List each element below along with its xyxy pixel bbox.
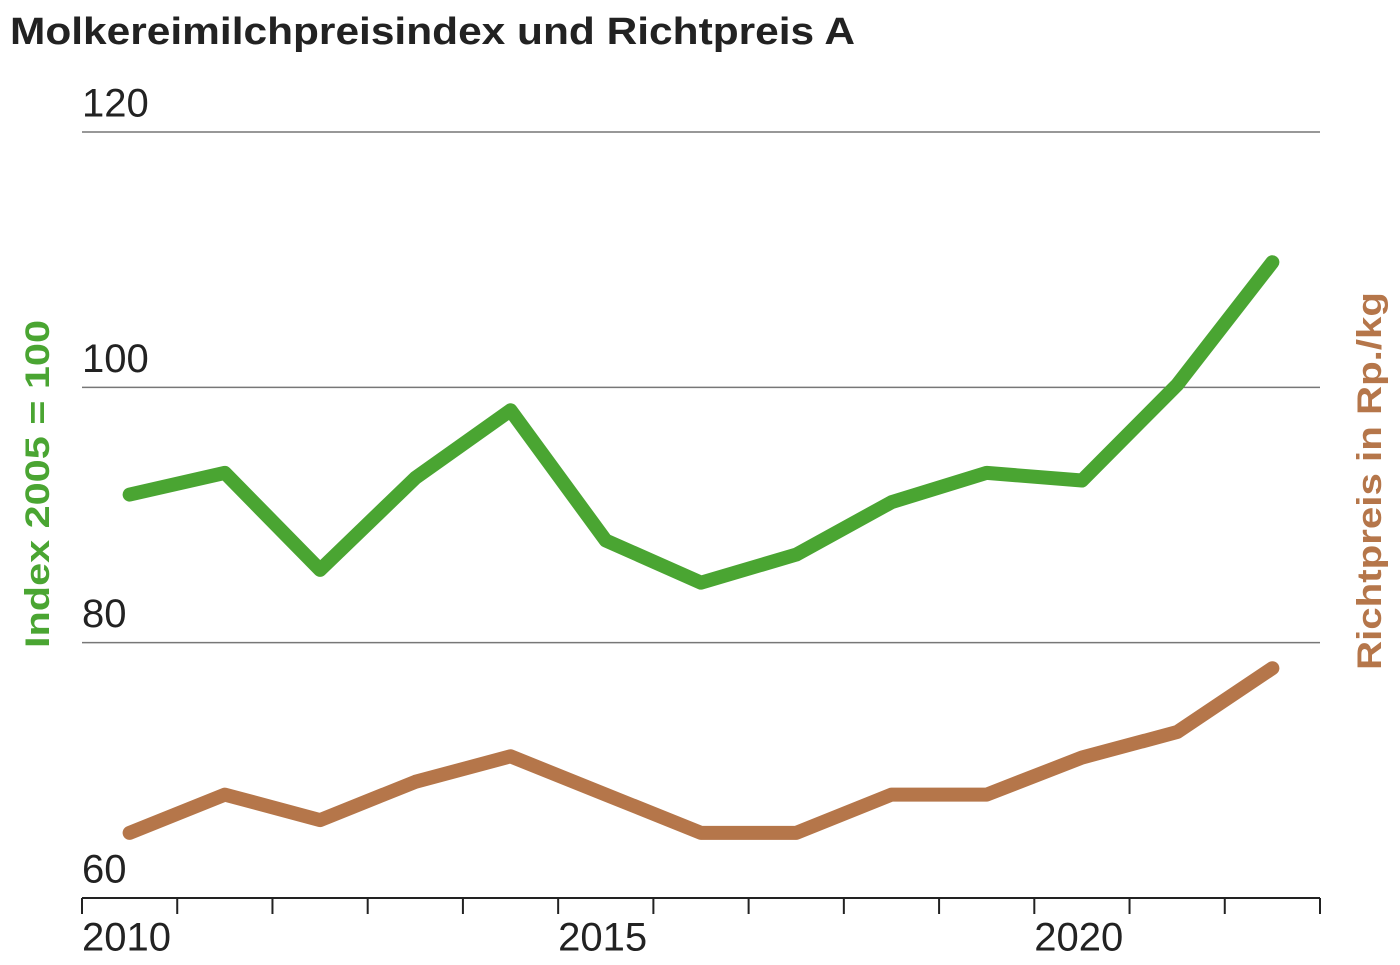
y-tick-label: 80 [82, 592, 127, 636]
x-tick-label: 2020 [1034, 916, 1123, 960]
y-tick-label: 120 [82, 82, 149, 126]
y2-axis-label: Richtpreis in Rp./kg [1351, 292, 1389, 670]
chart-title: Molkereimilchpreisindex und Richtpreis A [10, 11, 855, 53]
y-axis-label: Index 2005 = 100 [19, 320, 57, 648]
y-tick-label: 60 [82, 848, 127, 892]
y-tick-label: 100 [82, 337, 149, 381]
x-tick-label: 2015 [558, 916, 647, 960]
line-series [122, 661, 1280, 840]
line-series [122, 255, 1280, 590]
x-tick-label: 2010 [82, 916, 171, 960]
